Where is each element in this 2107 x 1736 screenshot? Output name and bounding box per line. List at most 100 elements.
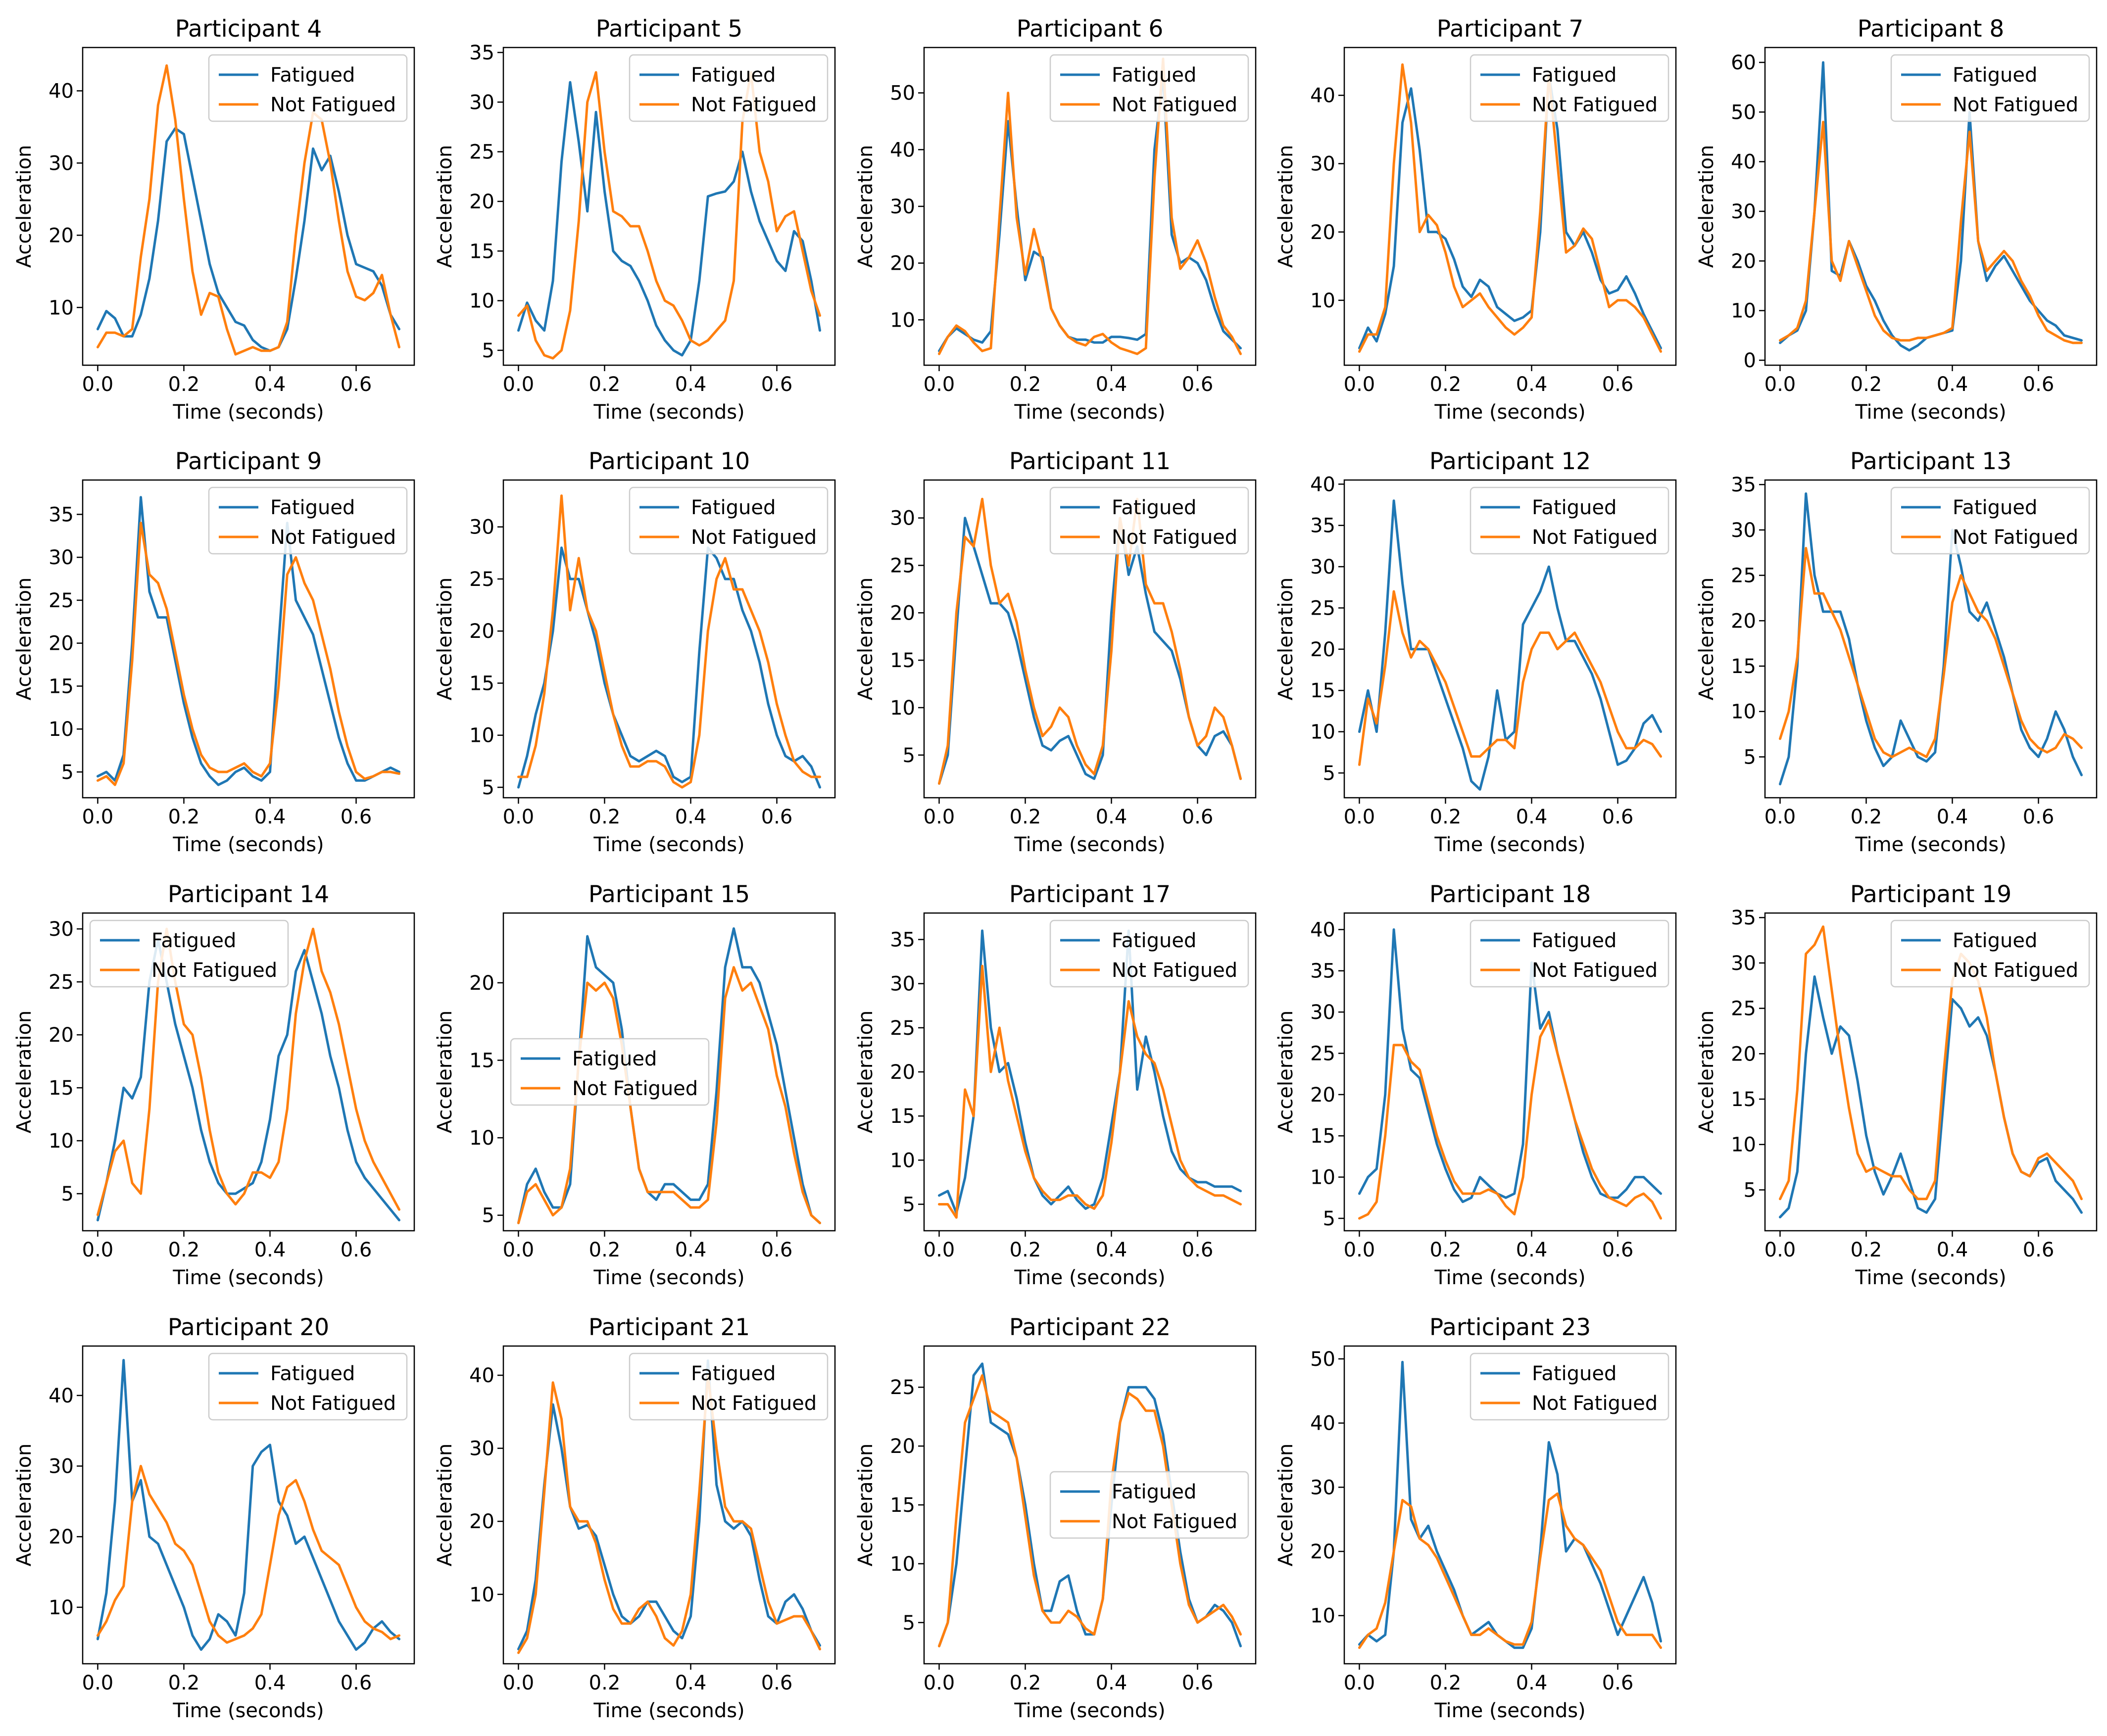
y-axis-label: Acceleration (1274, 1444, 1297, 1567)
y-tick-label: 30 (49, 1455, 74, 1478)
series-line-fatigued (97, 127, 400, 352)
y-tick-label: 20 (469, 191, 494, 213)
y-tick-label: 5 (61, 761, 74, 784)
y-tick-label: 20 (1731, 250, 1756, 273)
legend-label-not-fatigued: Not Fatigued (270, 526, 396, 549)
x-tick-label: 0.6 (341, 806, 372, 828)
y-tick-label: 10 (49, 1130, 74, 1153)
y-tick-label: 35 (1310, 960, 1335, 983)
series-line-not-fatigued (1358, 63, 1662, 353)
x-tick-label: 0.4 (675, 1239, 707, 1261)
x-tick-label: 0.4 (1096, 1672, 1127, 1694)
x-tick-label: 0.4 (1937, 373, 1968, 396)
y-tick-label: 20 (469, 1510, 494, 1533)
legend: Fatigued Not Fatigued (208, 54, 408, 122)
y-tick-label: 25 (890, 1017, 915, 1040)
x-tick-label: 0.4 (1516, 806, 1548, 828)
legend-label-not-fatigued: Not Fatigued (1112, 526, 1237, 549)
y-tick-label: 25 (890, 1376, 915, 1399)
legend-label-fatigued: Fatigued (1112, 64, 1196, 87)
legend: Fatigued Not Fatigued (629, 486, 829, 555)
y-tick-label: 30 (890, 507, 915, 530)
x-tick-label: 0.2 (1430, 806, 1462, 828)
y-axis-label: Acceleration (1274, 1011, 1297, 1134)
legend-label-not-fatigued: Not Fatigued (1532, 959, 1658, 982)
y-tick-label: 40 (1310, 1412, 1335, 1435)
axes-frame (82, 1345, 415, 1665)
y-tick-label: 20 (1310, 638, 1335, 661)
y-axis-label: Acceleration (1695, 1011, 1718, 1134)
subplot-title: Participant 10 (588, 448, 750, 475)
series-line-not-fatigued (1779, 547, 2083, 758)
series-line-not-fatigued (97, 64, 400, 356)
legend-label-fatigued: Fatigued (270, 496, 355, 519)
x-tick-label: 0.0 (1764, 1239, 1796, 1261)
subplot: Participant 11 0.0 0.2 0.4 0.6 5 10 15 20 25 30 Tim… (854, 448, 1257, 856)
y-tick-label: 40 (49, 80, 74, 103)
series-line-not-fatigued (938, 1374, 1242, 1647)
subplot: Participant 8 0.0 0.2 0.4 0.6 0 10 20 30 40 50 60 Ti… (1695, 15, 2098, 424)
x-axis-label: Time (seconds) (1434, 401, 1585, 424)
x-axis-label: Time (seconds) (593, 401, 744, 424)
legend-label-fatigued: Fatigued (1112, 496, 1196, 519)
x-tick-label: 0.6 (761, 1672, 793, 1694)
x-tick-label: 0.0 (82, 1239, 114, 1261)
subplot: Participant 18 0.0 0.2 0.4 0.6 5 10 15 20 25 30 35 4… (1274, 881, 1677, 1289)
subplot: Participant 5 0.0 0.2 0.4 0.6 5 10 15 20 25 30 35 Ti… (434, 15, 836, 424)
y-tick-label: 30 (49, 918, 74, 941)
x-axis-label: Time (seconds) (172, 833, 324, 856)
y-tick-label: 25 (890, 554, 915, 577)
series-line-fatigued (1358, 499, 1662, 791)
legend-label-not-fatigued: Not Fatigued (270, 94, 396, 116)
series-line-fatigued (1779, 492, 2083, 785)
y-tick-label: 30 (890, 195, 915, 218)
x-tick-label: 0.6 (341, 1239, 372, 1261)
legend-label-not-fatigued: Not Fatigued (270, 1392, 396, 1415)
x-tick-label: 0.0 (924, 806, 955, 828)
x-tick-label: 0.2 (168, 373, 200, 396)
x-tick-label: 0.6 (761, 806, 793, 828)
legend: Fatigued Not Fatigued (629, 1352, 829, 1421)
legend: Fatigued Not Fatigued (208, 1352, 408, 1421)
y-tick-label: 40 (890, 139, 915, 161)
y-tick-label: 20 (1310, 1084, 1335, 1107)
y-tick-label: 50 (1310, 1348, 1335, 1371)
y-axis-label: Acceleration (434, 145, 456, 268)
subplot-title: Participant 17 (1009, 881, 1171, 908)
x-tick-label: 0.6 (761, 1239, 793, 1261)
x-tick-label: 0.0 (924, 373, 955, 396)
y-tick-label: 15 (469, 672, 494, 695)
subplot: Participant 15 0.0 0.2 0.4 0.6 5 10 15 20 Time (s… (434, 881, 836, 1289)
axes-frame (502, 479, 836, 799)
y-tick-label: 30 (1310, 153, 1335, 176)
subplot: Participant 9 0.0 0.2 0.4 0.6 5 10 15 20 25 30 35 Ti… (13, 448, 415, 856)
legend-label-not-fatigued: Not Fatigued (691, 1392, 817, 1415)
x-tick-label: 0.6 (1182, 806, 1214, 828)
series-line-fatigued (517, 927, 821, 1224)
y-axis-label: Acceleration (854, 1011, 877, 1134)
legend-label-fatigued: Fatigued (151, 929, 236, 952)
subplot-title: Participant 22 (1009, 1314, 1171, 1341)
y-tick-label: 5 (482, 1205, 494, 1227)
x-axis-label: Time (seconds) (1014, 1699, 1165, 1722)
legend-label-not-fatigued: Not Fatigued (691, 526, 817, 549)
y-tick-label: 5 (903, 1194, 915, 1216)
x-tick-label: 0.2 (1430, 373, 1462, 396)
y-tick-label: 60 (1731, 51, 1756, 74)
x-tick-label: 0.0 (82, 373, 114, 396)
legend-label-not-fatigued: Not Fatigued (1532, 1392, 1658, 1415)
x-tick-label: 0.2 (1851, 1239, 1882, 1261)
legend: Fatigued Not Fatigued (1049, 54, 1249, 122)
x-tick-label: 0.2 (1010, 1672, 1041, 1694)
subplot: Participant 6 0.0 0.2 0.4 0.6 10 20 30 40 50 Time … (854, 15, 1257, 424)
series-line-not-fatigued (1358, 590, 1662, 766)
y-tick-label: 5 (1744, 1179, 1756, 1202)
axes-frame (1764, 479, 2098, 799)
subplot-title: Participant 4 (175, 15, 322, 43)
x-tick-label: 0.2 (1851, 373, 1882, 396)
x-tick-label: 0.2 (1430, 1239, 1462, 1261)
x-axis-label: Time (seconds) (593, 833, 744, 856)
x-tick-label: 0.2 (589, 1239, 621, 1261)
y-tick-label: 10 (890, 1553, 915, 1576)
